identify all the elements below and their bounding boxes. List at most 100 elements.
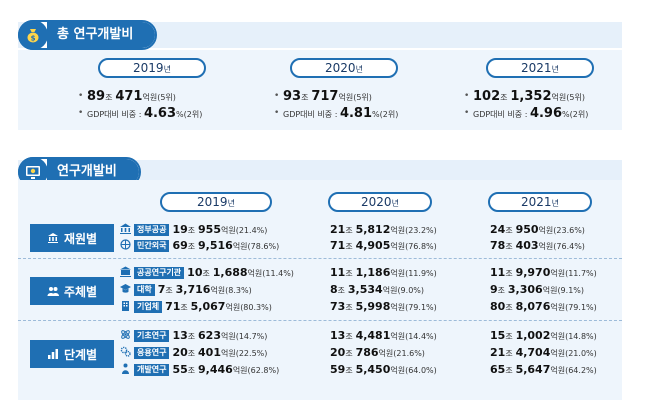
rank: (2위) [379,110,399,119]
year-text: 2021 [521,195,552,209]
unit-eok: 억원 [551,93,567,102]
amount-jo: 20 [172,346,188,359]
category-research-stage: 단계별 [30,340,114,368]
unit-jo: 조 [505,269,513,278]
unit-eok: 억원 [378,349,394,358]
amount-eok: 1,352 [510,89,552,104]
row-university-2019: 대학 7조 3,716억원(8.3%) [120,282,252,298]
unit-eok: 억원 [382,286,398,295]
amount-eok: 3,716 [175,283,211,296]
amount-eok: 1,688 [212,266,248,279]
unit-eok: 억원 [232,366,248,375]
share: (21.4%) [235,226,268,235]
share: (8.3%) [225,286,252,295]
amount-eok: 623 [198,329,221,342]
amount-jo: 59 [330,363,346,376]
unit-jo: 조 [345,366,353,375]
share: (21.0%) [565,349,597,358]
year-suffix: 년 [551,199,559,208]
year-suffix: 년 [227,199,235,208]
unit-jo: 조 [505,366,513,375]
amount-eok: 5,450 [355,363,391,376]
share: (21.6%) [393,349,425,358]
amount-eok: 403 [515,239,539,252]
amount-jo: 21 [490,346,506,359]
row-tag: 공공연구기관 [134,267,185,279]
share: (9.1%) [557,286,585,295]
summary-year-2021: 2021년 [486,58,594,78]
year-suffix: 년 [355,65,363,74]
amount-jo: 71 [330,239,346,252]
share: (11.9%) [405,269,437,278]
rank: (5위) [566,93,585,102]
amount-eok: 4,481 [355,329,391,342]
unit-eok: 억원 [220,332,236,341]
unit-eok: 억원 [390,303,406,312]
row-development-2020: 59조 5,450억원(64.0%) [330,362,437,378]
year-text: 2020 [361,195,392,209]
unit-jo: 조 [187,349,196,358]
gdp-label: GDP대비 비중 : [473,110,530,119]
total-amount: 93조 717억원(5위) [274,88,398,105]
row-tag: 개발연구 [134,364,170,376]
row-basic-research-2021: 15조 1,002억원(14.8%) [490,328,597,344]
unit-eok: 억원 [390,226,406,235]
rd-table-panel [18,180,622,400]
gears-icon [120,346,131,357]
unit-eok: 억원 [538,242,554,251]
year-suffix: 년 [163,65,171,74]
row-applied-research-2019: 응용연구 20조 401억원(22.5%) [120,345,267,361]
gdp-value: 4.96 [529,106,563,121]
share: (23.6%) [553,226,585,235]
unit-jo: 조 [187,366,196,375]
unit-eok: 억원 [550,303,566,312]
amount-eok: 1,002 [515,329,551,342]
atom-icon [121,330,130,339]
section1-header: $ 총 연구개발비 [18,20,158,50]
row-private-2019: 민간외국 69조 9,516억원(78.6%) [120,238,279,254]
amount-jo: 13 [330,329,346,342]
unit-jo: 조 [345,349,353,358]
amount-eok: 3,306 [507,283,543,296]
unit-jo: 조 [202,269,210,278]
summary-year-2019: 2019년 [98,58,206,78]
row-government-2019: 정부공공 19조 955억원(21.4%) [120,222,267,238]
university-icon [120,284,131,293]
year-suffix: 년 [551,65,559,74]
amount-eok: 8,076 [515,300,551,313]
unit-jo: 조 [301,93,309,102]
unit-eok: 억원 [550,332,566,341]
institute-icon [120,266,131,277]
year-suffix: 년 [391,199,399,208]
unit-eok: 억원 [247,269,263,278]
row-private-2020: 71조 4,905억원(76.8%) [330,238,437,254]
row-development-2019: 개발연구 55조 9,446억원(62.8%) [120,362,279,378]
row-applied-research-2020: 20조 786억원(21.6%) [330,345,425,361]
row-government-2021: 24조 950억원(23.6%) [490,222,585,238]
share: (79.1%) [405,303,437,312]
row-tag: 응용연구 [134,347,170,359]
year-text: 2021 [521,61,552,75]
amount-eok: 5,812 [355,223,391,236]
amount-eok: 5,647 [515,363,551,376]
row-private-2021: 78조 403억원(76.4%) [490,238,585,254]
row-applied-research-2021: 21조 4,704억원(21.0%) [490,345,597,361]
amount-jo: 73 [330,300,346,313]
government-icon [120,223,131,234]
category-label: 단계별 [63,347,98,362]
share: (14.8%) [565,332,597,341]
company-icon [122,301,129,311]
amount-jo: 102 [473,89,501,104]
share: (11.7%) [565,269,597,278]
year-text: 2019 [197,195,228,209]
amount-jo: 21 [330,223,346,236]
amount-eok: 1,186 [355,266,391,279]
row-public-institute-2020: 11조 1,186억원(11.9%) [330,265,437,281]
category-label: 주체별 [63,284,98,299]
year-text: 2019 [133,61,164,75]
row-university-2021: 9조 3,306억원(9.1%) [490,282,584,298]
unit-jo: 조 [505,242,513,251]
summary-2021: 102조 1,352억원(5위) GDP대비 비중 : 4.96%(2위) [464,88,588,122]
category-performer: 주체별 [30,277,114,305]
amount-jo: 65 [490,363,506,376]
